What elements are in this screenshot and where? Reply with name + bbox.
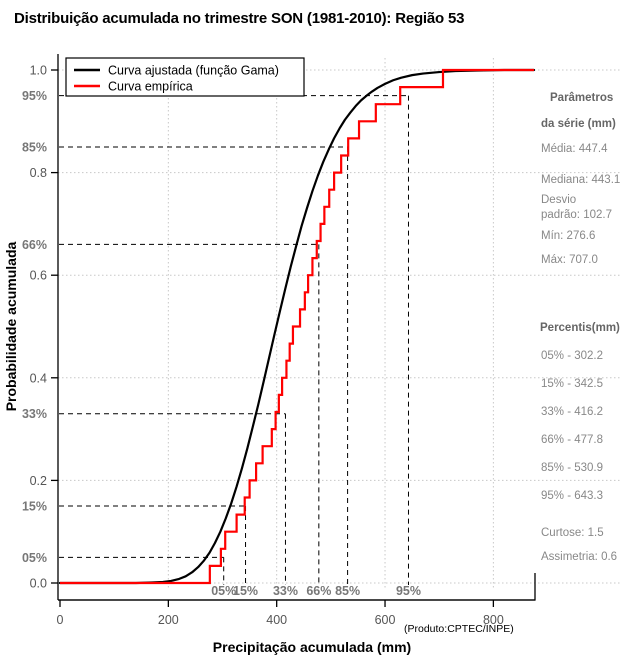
percentil-66: 66% - 477.8: [541, 434, 604, 446]
param-max: Máx: 707.0: [541, 254, 598, 266]
legend: Curva ajustada (função Gama) Curva empíri…: [65, 57, 305, 97]
param-mediana: Mediana: 443.1: [541, 174, 621, 186]
percentil-05: 05% - 302.2: [541, 350, 604, 362]
params-heading-2: da série (mm): [541, 118, 616, 130]
y-percentile-label-95%: 95%: [22, 89, 47, 103]
param-desvio-label: Desvio: [541, 194, 577, 206]
axis-ticks: [51, 69, 495, 607]
stat-assimetria: Assimetria: 0.6: [541, 551, 618, 563]
percentil-33: 33% - 416.2: [541, 406, 604, 418]
x-percentile-label-95%: 95%: [396, 584, 421, 598]
stats-sidebar: Parâmetros da série (mm) Média: 447.4 Me…: [538, 0, 640, 660]
y-percentile-label-15%: 15%: [22, 500, 47, 514]
y-tick-label: 0.2: [30, 474, 47, 488]
percentil-95: 95% - 643.3: [541, 490, 604, 502]
y-tick-label: 1.0: [30, 64, 47, 78]
param-media: Média: 447.4: [541, 143, 608, 155]
legend-label-0: Curva ajustada (função Gama): [108, 64, 279, 78]
legend-label-1: Curva empírica: [108, 80, 193, 94]
y-percentile-label-05%: 05%: [22, 551, 47, 565]
x-axis-title: Precipitação acumulada (mm): [213, 639, 411, 655]
x-tick-label: 600: [375, 613, 396, 627]
param-min: Mín: 276.6: [541, 230, 596, 242]
percentis-heading: Percentis(mm): [540, 322, 620, 334]
x-tick-label: 0: [57, 613, 64, 627]
axis-labels: 0.00.20.40.60.81.00 200 400 600 80005%05%15%…: [3, 64, 514, 656]
y-tick-label: 0.4: [30, 371, 47, 385]
x-percentile-label-33%: 33%: [273, 584, 298, 598]
plot-frame: [57, 54, 536, 601]
fitted-gamma-curve: [58, 68, 536, 585]
param-desvio-value: padrão: 102.7: [541, 209, 612, 221]
product-credit: (Produto:CPTEC/INPE): [404, 623, 514, 635]
percentil-85: 85% - 530.9: [541, 462, 604, 474]
y-percentile-label-66%: 66%: [22, 238, 47, 252]
y-percentile-label-85%: 85%: [22, 140, 47, 154]
params-heading-1: Parâmetros: [550, 92, 614, 104]
percentile-guide-lines: [59, 95, 409, 585]
stat-curtose: Curtose: 1.5: [541, 527, 604, 539]
percentil-15: 15% - 342.5: [541, 378, 604, 390]
y-tick-label: 0.8: [30, 166, 47, 180]
x-tick-label: 800: [483, 613, 504, 627]
y-tick-label: 0.0: [30, 577, 47, 591]
x-tick-label: 200: [158, 613, 179, 627]
y-percentile-label-33%: 33%: [22, 407, 47, 421]
curves: [58, 68, 536, 585]
x-percentile-label-05%: 05%: [211, 584, 236, 598]
gridlines: [58, 58, 620, 588]
y-axis-title: Probabilidade acumulada: [3, 241, 19, 411]
x-percentile-label-15%: 15%: [233, 584, 258, 598]
page-title: Distribuição acumulada no trimestre SON …: [14, 10, 465, 27]
empirical-step-curve: [60, 68, 534, 585]
x-tick-label: 400: [266, 613, 287, 627]
y-tick-label: 0.6: [30, 269, 47, 283]
x-percentile-label-85%: 85%: [335, 584, 360, 598]
x-percentile-label-66%: 66%: [306, 584, 331, 598]
legend-box: [65, 57, 305, 97]
